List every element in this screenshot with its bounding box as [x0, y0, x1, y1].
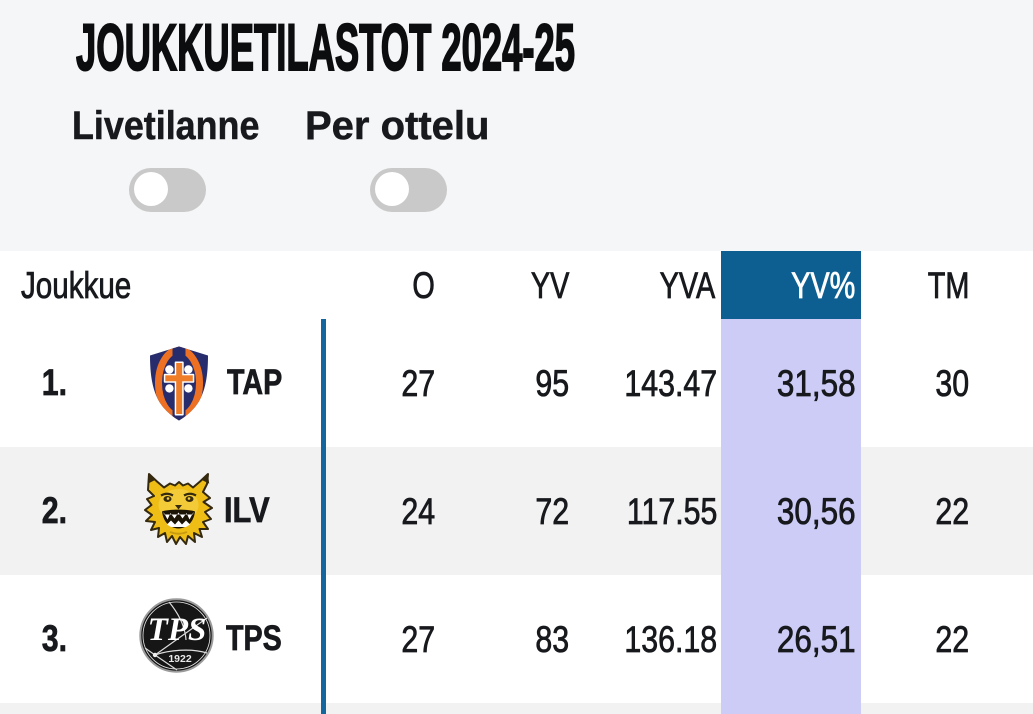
svg-text:TPS: TPS: [148, 612, 207, 648]
svg-text:1922: 1922: [168, 653, 192, 665]
